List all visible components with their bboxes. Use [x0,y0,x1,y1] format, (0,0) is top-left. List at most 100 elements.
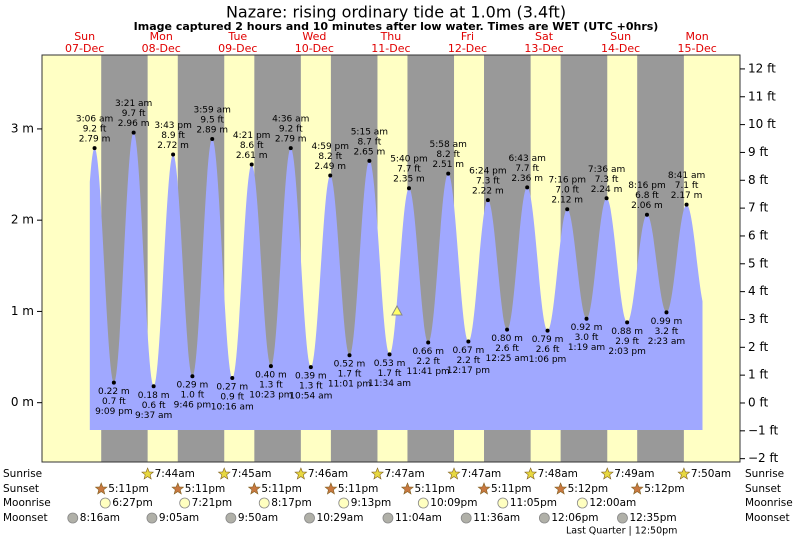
tide-label: 11:41 pm [407,367,450,377]
tide-label: 2.65 m [354,147,386,157]
tide-label: 10:23 pm [249,391,292,401]
y-tick-label: 0 m [11,395,34,409]
sunset-icon [94,482,108,495]
tide-point [525,185,530,190]
moonset-icon [617,512,628,524]
tide-point [190,374,195,379]
sunrise-icon [371,467,384,480]
tide-point [684,202,689,207]
tide-label: 0.53 m [374,359,406,369]
moonrise-time: 10:09pm [430,497,477,509]
day-name: Mon [150,30,173,43]
row-label-left: Sunset [3,483,39,495]
tide-label: 2:03 pm [608,347,646,357]
tide-label: 7:36 am [588,165,625,175]
tide-label: 8.6 ft [240,141,264,151]
tide-point [584,316,589,321]
tide-label: 9.7 ft [122,109,146,119]
tide-label: 7.3 ft [595,175,619,185]
tide-label: 2.79 m [275,135,307,145]
tide-label: 7.0 ft [555,186,579,196]
tide-label: 2.49 m [314,162,346,172]
tide-label: 0.9 ft [220,393,244,403]
row-label-right: Sunrise [745,468,784,480]
sunrise-icon [600,467,614,480]
moonset-time: 8:16am [80,512,120,524]
tide-label: 6:24 pm [469,167,507,177]
tide-point [446,171,451,176]
tide-label: 7.7 ft [397,165,421,175]
current-level-marker [391,304,403,316]
tide-label: 8.2 ft [318,152,342,162]
tide-label: 1:19 am [568,343,605,353]
moonset-time: 11:36am [473,512,520,524]
moonrise-icon [576,497,588,509]
y2-tick-label: 9 ft [748,145,768,159]
tide-label: 1.7 ft [378,369,402,379]
tide-label: 0.99 m [651,317,683,327]
tide-point [485,198,490,203]
tide-label: 7.7 ft [515,164,539,174]
y2-tick-label: 8 ft [748,173,768,187]
row-label-right: Moonset [745,512,790,524]
tide-point [347,353,352,358]
tide-point [625,320,630,325]
sunrise-icon [677,467,691,480]
sunset-time: 5:11pm [414,483,454,495]
tide-label: 2.6 ft [536,345,560,355]
tide-label: 2.2 ft [416,357,440,367]
tide-point [92,146,97,151]
sunset-time: 5:11pm [261,483,301,495]
y2-tick-label: 3 ft [748,312,768,326]
sunrise-time: 7:44am [155,468,195,480]
day-name: Wed [302,30,326,43]
sunrise-time: 7:50am [691,468,731,480]
tide-label: 2.17 m [671,191,703,201]
sunrise-time: 7:48am [538,468,578,480]
tide-point [230,376,235,381]
tide-point [505,327,510,332]
tide-label: 7:16 pm [548,176,586,186]
moonrise-icon [179,497,191,509]
moonset-icon [382,512,394,524]
tide-label: 0.29 m [177,381,209,391]
tide-label: 3:43 pm [154,121,192,131]
chart-title: Nazare: rising ordinary tide at 1.0m (3.… [226,3,566,22]
tide-label: 0.92 m [571,323,603,333]
moonset-icon [538,512,550,524]
tide-point [426,340,431,345]
tide-label: 2.96 m [118,119,150,129]
tide-label: 2.35 m [393,175,425,185]
y-tick-label: 3 m [11,121,34,135]
tide-label: 2.22 m [472,187,504,197]
day-name: Tue [227,30,247,43]
y2-tick-label: 6 ft [748,228,768,242]
sunrise-time: 7:49am [614,468,654,480]
day-date: 08-Dec [142,42,181,55]
tide-label: 0.18 m [138,391,170,401]
tide-point [328,173,333,178]
sunset-icon [324,482,338,495]
sunrise-icon [447,467,461,480]
tide-label: 2.51 m [432,160,464,170]
tide-point [268,364,273,369]
tide-label: 12:17 pm [447,366,490,376]
tide-label: 4:59 pm [311,142,349,152]
tide-label: 2.6 ft [495,344,519,354]
moonset-time: 10:29am [317,512,364,524]
moonset-time: 12:35pm [629,512,676,524]
tide-point [545,328,550,333]
tide-label: 1.3 ft [299,382,323,392]
y2-tick-label: 1 ft [748,368,768,382]
sunset-icon [247,482,261,495]
y2-tick-label: 5 ft [748,256,768,270]
day-date: 09-Dec [218,42,257,55]
tide-label: 9.2 ft [83,125,107,135]
y2-tick-label: 10 ft [748,117,776,131]
tide-label: 8.9 ft [161,131,185,141]
sunset-time: 5:11pm [108,483,148,495]
tide-label: 0.66 m [412,347,444,357]
y2-tick-label: −1 ft [748,423,779,437]
day-name: Sat [535,30,554,43]
tide-label: 9:37 am [135,411,172,421]
